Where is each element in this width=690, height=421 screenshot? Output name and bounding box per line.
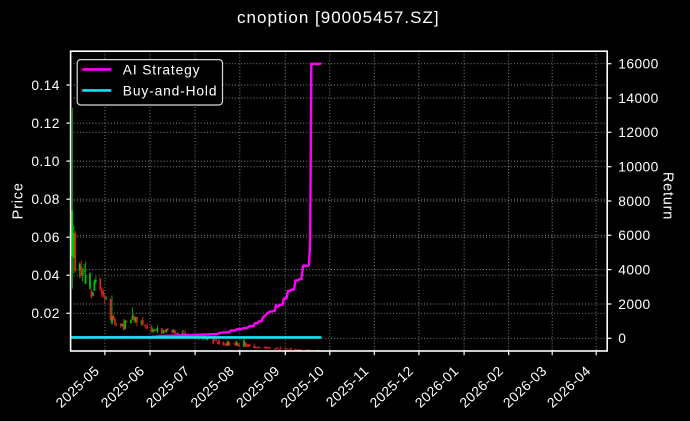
svg-text:2000: 2000 xyxy=(618,297,650,312)
svg-text:6000: 6000 xyxy=(618,228,650,243)
svg-text:AI Strategy: AI Strategy xyxy=(123,62,201,77)
svg-text:0.10: 0.10 xyxy=(31,154,59,169)
svg-text:Buy-and-Hold: Buy-and-Hold xyxy=(123,83,218,98)
svg-text:Price: Price xyxy=(11,182,27,219)
svg-text:16000: 16000 xyxy=(618,57,658,72)
svg-text:cnoption [90005457.SZ]: cnoption [90005457.SZ] xyxy=(237,8,440,27)
svg-text:0.02: 0.02 xyxy=(31,306,59,321)
svg-text:8000: 8000 xyxy=(618,194,650,209)
svg-text:0.06: 0.06 xyxy=(31,230,59,245)
svg-text:0: 0 xyxy=(618,331,626,346)
svg-text:0.04: 0.04 xyxy=(31,268,59,283)
svg-text:0.12: 0.12 xyxy=(31,116,59,131)
svg-text:0.14: 0.14 xyxy=(31,78,59,93)
svg-text:10000: 10000 xyxy=(618,160,658,175)
svg-text:12000: 12000 xyxy=(618,125,658,140)
svg-text:Return: Return xyxy=(659,172,675,220)
svg-text:4000: 4000 xyxy=(618,262,650,277)
svg-text:14000: 14000 xyxy=(618,91,658,106)
svg-text:0.08: 0.08 xyxy=(31,192,59,207)
